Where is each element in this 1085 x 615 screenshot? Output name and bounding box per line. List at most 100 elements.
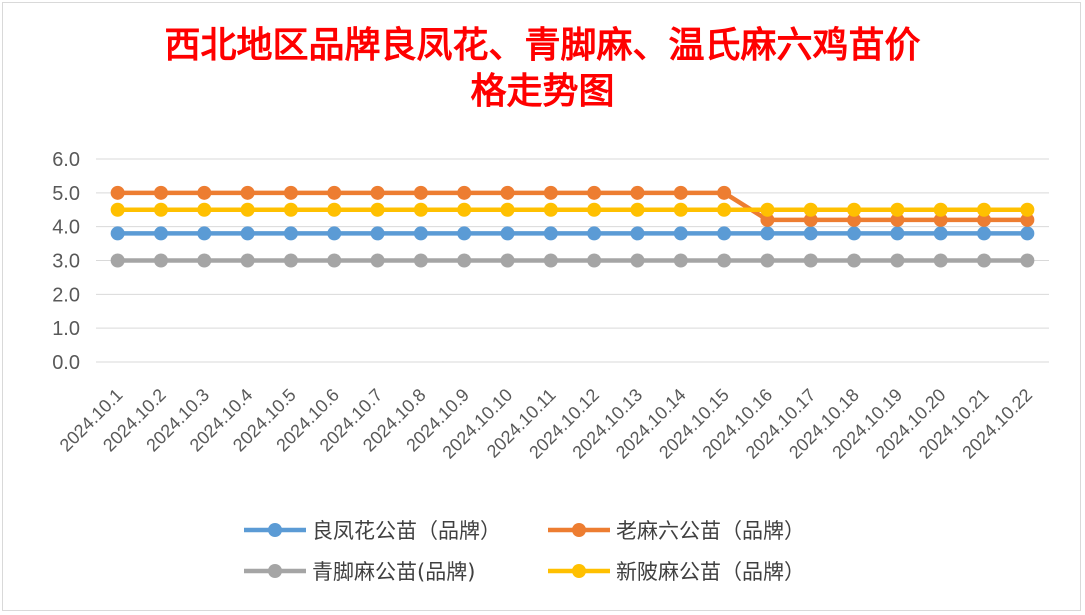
data-point	[110, 226, 125, 241]
data-point	[413, 202, 428, 217]
data-point	[717, 226, 732, 241]
data-point	[760, 202, 775, 217]
data-point	[673, 202, 688, 217]
data-point	[543, 185, 558, 200]
series-lines	[117, 190, 1028, 263]
legend-swatch-marker	[268, 564, 282, 578]
chart-title: 西北地区品牌良凤花、青脚麻、温氏麻六鸡苗价 格走势图	[0, 22, 1085, 114]
data-point	[370, 253, 385, 268]
data-point	[457, 185, 472, 200]
data-point	[457, 253, 472, 268]
data-point	[847, 212, 862, 227]
data-point	[803, 212, 818, 227]
data-point	[847, 202, 862, 217]
data-point	[327, 253, 342, 268]
legend-item: 老麻六公苗（品牌）	[548, 519, 805, 543]
data-point	[933, 253, 948, 268]
y-tick-label: 2.0	[52, 284, 80, 306]
data-point	[803, 253, 818, 268]
data-point	[673, 253, 688, 268]
legend-item: 青脚麻公苗(品牌)	[244, 560, 475, 584]
data-point	[327, 226, 342, 241]
legend-label: 老麻六公苗（品牌）	[616, 519, 805, 543]
legend: 良凤花公苗（品牌） 老麻六公苗（品牌） 青脚麻公苗(品牌) 新陂麻公苗（品牌）	[244, 519, 805, 584]
series-points	[110, 185, 1035, 268]
data-point	[283, 185, 298, 200]
data-point	[630, 253, 645, 268]
data-point	[803, 226, 818, 241]
chart-title-line-2: 格走势图	[470, 70, 615, 112]
data-point	[110, 202, 125, 217]
data-point	[543, 202, 558, 217]
data-point	[760, 226, 775, 241]
y-tick-label: 5.0	[52, 183, 80, 205]
data-point	[240, 253, 255, 268]
data-point	[197, 253, 212, 268]
legend-label: 良凤花公苗（品牌）	[312, 519, 501, 543]
data-point	[240, 202, 255, 217]
data-point	[673, 226, 688, 241]
data-point	[760, 212, 775, 227]
legend-item: 良凤花公苗（品牌）	[244, 519, 501, 543]
legend-item: 新陂麻公苗（品牌）	[548, 560, 805, 584]
series-line-1	[117, 190, 1028, 223]
data-point	[500, 253, 515, 268]
data-point	[240, 185, 255, 200]
data-point	[457, 226, 472, 241]
data-point	[890, 226, 905, 241]
data-point	[847, 253, 862, 268]
data-point	[890, 253, 905, 268]
data-point	[933, 212, 948, 227]
data-point	[153, 202, 168, 217]
data-point	[587, 185, 602, 200]
data-point	[630, 226, 645, 241]
data-point	[543, 226, 558, 241]
data-point	[977, 226, 992, 241]
y-tick-label: 1.0	[52, 318, 80, 340]
data-point	[587, 226, 602, 241]
data-point	[110, 185, 125, 200]
data-point	[587, 202, 602, 217]
data-point	[500, 202, 515, 217]
y-tick-label: 4.0	[52, 217, 80, 239]
data-point	[327, 202, 342, 217]
data-point	[413, 253, 428, 268]
data-point	[847, 226, 862, 241]
data-point	[413, 226, 428, 241]
data-point	[413, 185, 428, 200]
data-point	[283, 253, 298, 268]
data-point	[587, 253, 602, 268]
data-point	[1020, 226, 1035, 241]
data-point	[370, 185, 385, 200]
data-point	[760, 253, 775, 268]
data-point	[197, 226, 212, 241]
data-point	[890, 202, 905, 217]
y-tick-label: 3.0	[52, 251, 80, 273]
data-point	[933, 202, 948, 217]
data-point	[370, 226, 385, 241]
data-point	[977, 212, 992, 227]
legend-label: 新陂麻公苗（品牌）	[616, 560, 805, 584]
y-tick-label: 6.0	[52, 149, 80, 171]
y-tick-label: 0.0	[52, 352, 80, 374]
data-point	[500, 185, 515, 200]
data-point	[717, 253, 732, 268]
data-point	[717, 202, 732, 217]
data-point	[153, 185, 168, 200]
data-point	[327, 185, 342, 200]
data-point	[1020, 253, 1035, 268]
legend-swatch-marker	[572, 564, 586, 578]
x-axis-ticks: 2024.10.12024.10.22024.10.32024.10.42024…	[56, 385, 1036, 463]
data-point	[1020, 212, 1035, 227]
data-point	[1020, 202, 1035, 217]
data-point	[197, 185, 212, 200]
data-point	[717, 185, 732, 200]
data-point	[240, 226, 255, 241]
data-point	[630, 185, 645, 200]
data-point	[890, 212, 905, 227]
data-point	[197, 202, 212, 217]
data-point	[803, 202, 818, 217]
data-point	[153, 253, 168, 268]
legend-swatch-marker	[268, 523, 282, 537]
